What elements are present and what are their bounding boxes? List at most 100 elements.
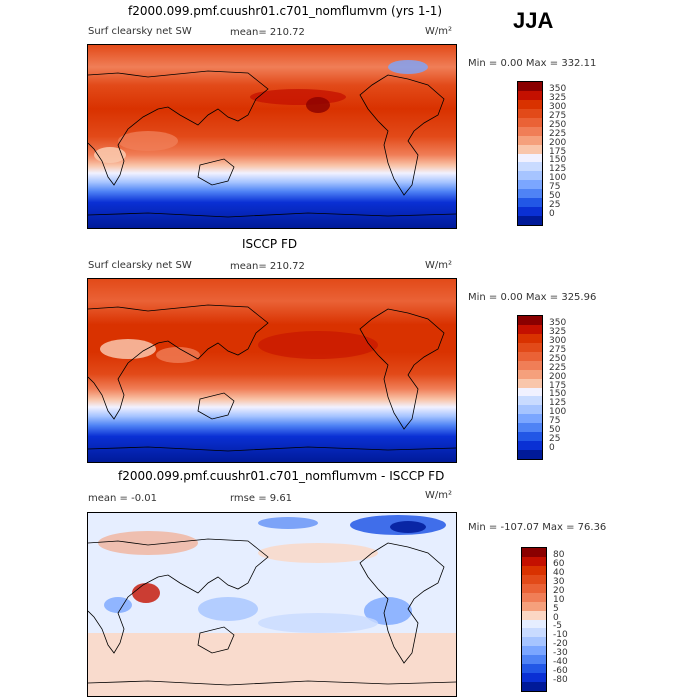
- colorbar-swatch: [518, 342, 542, 352]
- panel3-map: [87, 512, 457, 697]
- colorbar-tick-label: 10: [553, 594, 565, 605]
- colorbar-swatch: [522, 655, 546, 665]
- colorbar-swatch: [522, 592, 546, 602]
- colorbar-tick-label: 25: [549, 200, 561, 211]
- colorbar-swatch: [518, 99, 542, 109]
- colorbar-swatch: [518, 423, 542, 433]
- panel1-title: f2000.099.pmf.cuushr01.c701_nomflumvm (y…: [128, 4, 443, 18]
- colorbar-tick-label: 75: [549, 182, 561, 193]
- colorbar-tick-label: 75: [549, 416, 561, 427]
- colorbar-swatch: [518, 90, 542, 100]
- colorbar-tick-label: 100: [549, 173, 567, 184]
- colorbar-swatch: [518, 396, 542, 406]
- panel3-minmax: Min = -107.07 Max = 76.36: [468, 522, 607, 533]
- colorbar-tick-label: 150: [549, 389, 567, 400]
- colorbar-swatch: [518, 441, 542, 451]
- colorbar-tick-label: 275: [549, 344, 567, 355]
- panel1-field-label: Surf clearsky net SW: [88, 26, 192, 37]
- colorbar-tick-label: -5: [553, 621, 562, 632]
- colorbar-tick-label: 0: [549, 443, 555, 454]
- colorbar-tick-label: 150: [549, 155, 567, 166]
- panel3-colorbar: [521, 547, 547, 692]
- colorbar-swatch: [522, 637, 546, 647]
- colorbar-swatch: [518, 360, 542, 370]
- colorbar-swatch: [518, 117, 542, 127]
- panel1-mean: mean= 210.72: [230, 27, 305, 38]
- colorbar-tick-label: 60: [553, 558, 565, 569]
- colorbar-swatch: [518, 369, 542, 379]
- colorbar-tick-label: 200: [549, 371, 567, 382]
- colorbar-tick-label: 25: [549, 434, 561, 445]
- colorbar-tick-label: 275: [549, 110, 567, 121]
- colorbar-tick-label: 250: [549, 353, 567, 364]
- colorbar-tick-label: 30: [553, 576, 565, 587]
- colorbar-tick-label: 40: [553, 567, 565, 578]
- colorbar-tick-label: 5: [553, 603, 559, 614]
- colorbar-tick-label: 0: [553, 612, 559, 623]
- panel3-rmse: rmse = 9.61: [230, 493, 293, 504]
- colorbar-swatch: [518, 171, 542, 181]
- colorbar-swatch: [518, 162, 542, 172]
- colorbar-swatch: [518, 450, 542, 459]
- colorbar-swatch: [518, 333, 542, 343]
- panel2-units: W/m²: [425, 260, 453, 271]
- colorbar-swatch: [522, 583, 546, 593]
- panel1-minmax: Min = 0.00 Max = 332.11: [468, 58, 597, 69]
- colorbar-swatch: [518, 405, 542, 415]
- colorbar-swatch: [522, 682, 546, 691]
- colorbar-swatch: [522, 664, 546, 674]
- colorbar-tick-label: 325: [549, 92, 567, 103]
- colorbar-tick-label: 175: [549, 146, 567, 157]
- colorbar-tick-label: -80: [553, 675, 568, 686]
- panel3-map-svg: [88, 513, 456, 696]
- panel2-map: [87, 278, 457, 463]
- colorbar-swatch: [522, 619, 546, 629]
- colorbar-swatch: [518, 126, 542, 136]
- colorbar-swatch: [518, 180, 542, 190]
- panel3-title: f2000.099.pmf.cuushr01.c701_nomflumvm - …: [118, 469, 445, 483]
- colorbar-tick-label: 125: [549, 164, 567, 175]
- colorbar-swatch: [518, 108, 542, 118]
- colorbar-swatch: [518, 189, 542, 199]
- colorbar-tick-label: 0: [549, 209, 555, 220]
- colorbar-tick-label: 175: [549, 380, 567, 391]
- colorbar-swatch: [518, 316, 542, 325]
- panel2-map-svg: [88, 279, 456, 462]
- colorbar-tick-label: -10: [553, 630, 568, 641]
- colorbar-tick-label: 325: [549, 326, 567, 337]
- colorbar-tick-label: -30: [553, 648, 568, 659]
- panel1-colorbar: [517, 81, 543, 226]
- colorbar-swatch: [518, 82, 542, 91]
- colorbar-tick-label: 350: [549, 317, 567, 328]
- colorbar-swatch: [518, 216, 542, 225]
- panel1-units: W/m²: [425, 26, 453, 37]
- colorbar-tick-label: 225: [549, 128, 567, 139]
- colorbar-tick-label: -40: [553, 657, 568, 668]
- colorbar-swatch: [522, 601, 546, 611]
- colorbar-tick-label: 350: [549, 83, 567, 94]
- colorbar-tick-label: -60: [553, 666, 568, 677]
- colorbar-swatch: [518, 387, 542, 397]
- colorbar-swatch: [518, 135, 542, 145]
- colorbar-swatch: [522, 646, 546, 656]
- colorbar-swatch: [518, 153, 542, 163]
- panel2-field-label: Surf clearsky net SW: [88, 260, 192, 271]
- colorbar-tick-label: 125: [549, 398, 567, 409]
- colorbar-tick-label: 80: [553, 549, 565, 560]
- panel3-units: W/m²: [425, 490, 453, 501]
- colorbar-tick-label: 250: [549, 119, 567, 130]
- colorbar-swatch: [518, 414, 542, 424]
- colorbar-tick-label: 200: [549, 137, 567, 148]
- colorbar-swatch: [522, 565, 546, 575]
- colorbar-swatch: [522, 556, 546, 566]
- colorbar-swatch: [522, 574, 546, 584]
- panel3-mean: mean = -0.01: [88, 493, 157, 504]
- colorbar-swatch: [522, 610, 546, 620]
- colorbar-tick-label: 300: [549, 101, 567, 112]
- colorbar-swatch: [518, 378, 542, 388]
- colorbar-tick-label: 225: [549, 362, 567, 373]
- colorbar-tick-label: -20: [553, 639, 568, 650]
- colorbar-tick-label: 20: [553, 585, 565, 596]
- colorbar-tick-label: 50: [549, 425, 561, 436]
- colorbar-swatch: [518, 144, 542, 154]
